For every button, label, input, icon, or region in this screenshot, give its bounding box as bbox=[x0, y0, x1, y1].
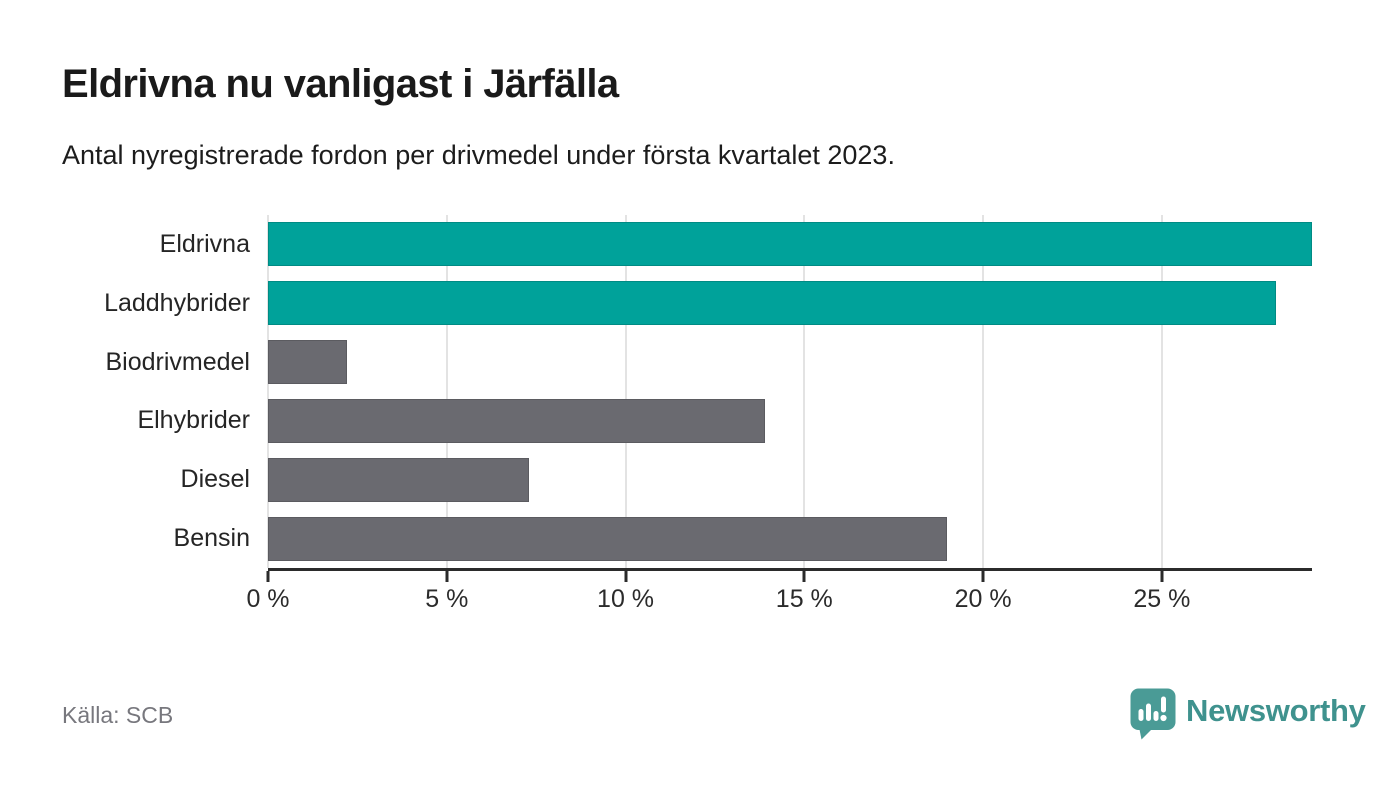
category-label: Elhybrider bbox=[137, 406, 250, 435]
axis-tick-mark bbox=[624, 571, 628, 582]
bar-bensin bbox=[268, 516, 948, 561]
category-label: Diesel bbox=[180, 465, 250, 494]
bar-elhybrider bbox=[268, 398, 765, 443]
axis-tick-label: 0 % bbox=[246, 585, 290, 613]
bar-biodrivmedel bbox=[268, 340, 347, 385]
category-labels: Eldrivna Laddhybrider Biodrivmedel Elhybrid… bbox=[0, 215, 250, 568]
gridline-5 bbox=[445, 215, 448, 568]
bar-row bbox=[268, 333, 1312, 392]
axis-tick-mark bbox=[981, 571, 985, 582]
bar-diesel bbox=[268, 457, 529, 502]
bar-row bbox=[268, 391, 1312, 450]
newsworthy-logo: Newsworthy bbox=[1130, 688, 1366, 740]
gridlines bbox=[267, 215, 1312, 568]
plot-area bbox=[267, 215, 1312, 568]
axis-tick-mark bbox=[1160, 571, 1164, 582]
bar-laddhybrider bbox=[268, 281, 1277, 326]
axis-tick-label: 20 % bbox=[954, 585, 1012, 613]
bar-row bbox=[268, 509, 1312, 568]
category-label: Laddhybrider bbox=[104, 288, 250, 317]
axis-tick-label: 5 % bbox=[425, 585, 469, 613]
bar-row bbox=[268, 450, 1312, 509]
axis-tick-label: 15 % bbox=[775, 585, 833, 613]
gridline-15 bbox=[803, 215, 806, 568]
chart-title: Eldrivna nu vanligast i Järfälla bbox=[62, 62, 619, 106]
axis-tick-mark bbox=[445, 571, 449, 582]
category-label: Bensin bbox=[173, 524, 250, 553]
newsworthy-bubble-chart-icon bbox=[1130, 688, 1176, 740]
axis-tick-mark bbox=[802, 571, 806, 582]
source-label: Källa: SCB bbox=[62, 702, 174, 728]
gridline-0 bbox=[267, 215, 269, 568]
axis-tick-mark bbox=[266, 571, 270, 582]
axis-tick-label: 10 % bbox=[597, 585, 655, 613]
x-axis: 0 % 5 % 10 % 15 % 20 % 25 % bbox=[246, 571, 1312, 621]
bar-row bbox=[268, 274, 1312, 333]
category-label: Biodrivmedel bbox=[105, 347, 250, 376]
gridline-10 bbox=[624, 215, 627, 568]
bar-row bbox=[268, 215, 1312, 274]
bar-rows bbox=[268, 215, 1312, 568]
gridline-25 bbox=[1160, 215, 1163, 568]
bar-eldrivna bbox=[268, 222, 1312, 267]
category-label: Eldrivna bbox=[159, 229, 250, 258]
chart-subtitle: Antal nyregistrerade fordon per drivmede… bbox=[62, 140, 895, 170]
gridline-20 bbox=[982, 215, 985, 568]
axis-tick-label: 25 % bbox=[1133, 585, 1191, 613]
brand-name: Newsworthy bbox=[1186, 693, 1366, 728]
x-axis-line bbox=[268, 568, 1312, 571]
